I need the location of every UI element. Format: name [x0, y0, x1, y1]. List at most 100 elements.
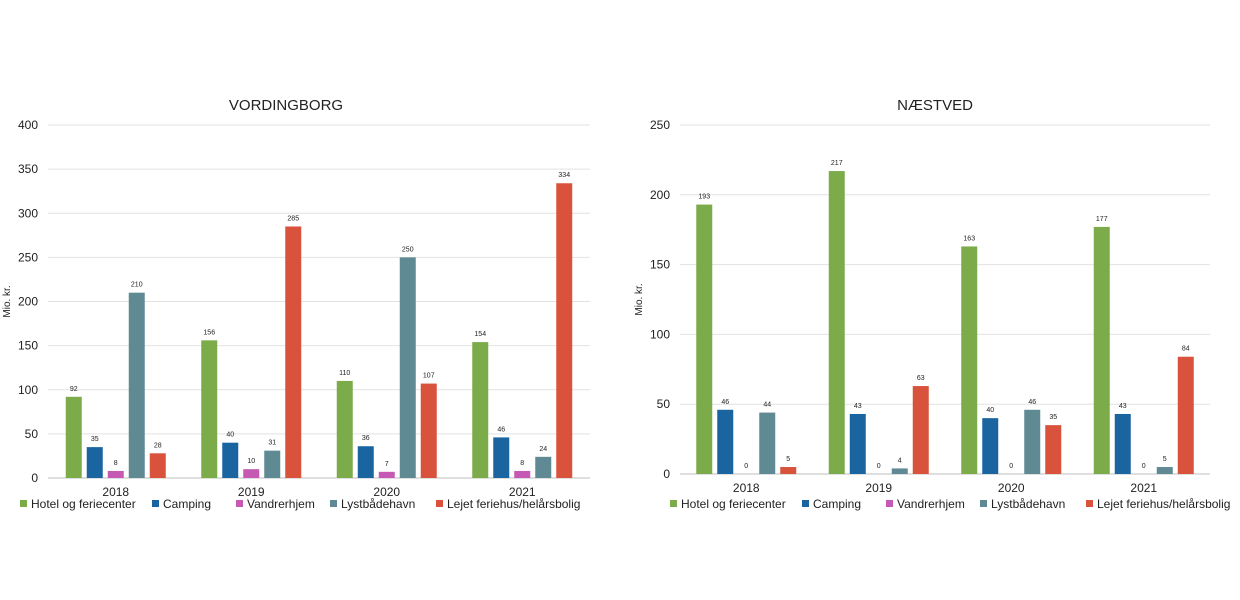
y-axis-label: Mio. kr.	[634, 283, 645, 315]
legend-swatch-lystb-dehavn	[980, 500, 987, 507]
data-label: 217	[831, 160, 843, 167]
legend-label: Lystbådehavn	[991, 497, 1065, 511]
bar-lejet-feriehus-hel-rsbolig	[420, 383, 437, 478]
bar-vandrerhjem	[514, 470, 531, 478]
data-label: 7	[385, 461, 389, 468]
bar-lejet-feriehus-hel-rsbolig	[1045, 425, 1062, 474]
vordingborg-chart: VORDINGBORG Mio. kr. 0 50 100 150 200 250 300 350…	[2, 97, 590, 511]
data-label: 154	[474, 331, 486, 338]
data-label: 0	[1142, 463, 1146, 470]
data-label: 110	[339, 370, 350, 377]
data-label: 156	[203, 329, 215, 336]
bar-lystb-dehavn	[535, 456, 552, 478]
data-label: 334	[558, 172, 570, 179]
legend-swatch-hotel-og-feriecenter	[670, 500, 677, 507]
legend-label: Vandrerhjem	[247, 497, 315, 511]
y-tick-label: 150	[18, 339, 38, 353]
bar-hotel-og-feriecenter	[201, 340, 218, 478]
bar-lejet-feriehus-hel-rsbolig	[149, 453, 166, 478]
bar-camping	[493, 437, 510, 478]
y-tick-label: 200	[650, 188, 670, 202]
legend-swatch-camping	[802, 500, 809, 507]
legend-swatch-camping	[152, 500, 159, 507]
data-label: 0	[877, 463, 881, 470]
y-tick-label: 100	[18, 383, 38, 397]
bar-lejet-feriehus-hel-rsbolig	[556, 183, 573, 478]
x-tick-label: 2019	[238, 485, 265, 499]
data-label: 43	[854, 403, 862, 410]
data-label: 4	[898, 457, 902, 464]
legend-label: Hotel og feriecenter	[681, 497, 786, 511]
data-label: 163	[963, 235, 975, 242]
data-label: 193	[698, 194, 710, 201]
bar-lejet-feriehus-hel-rsbolig	[912, 386, 929, 474]
data-label: 44	[763, 402, 771, 409]
data-label: 107	[423, 373, 435, 380]
bar-camping	[982, 418, 999, 474]
legend-swatch-hotel-og-feriecenter	[20, 500, 27, 507]
bar-camping	[357, 446, 374, 478]
legend-swatch-lystb-dehavn	[330, 500, 337, 507]
x-tick-label: 2018	[733, 481, 760, 495]
legend-swatch-vandrerhjem	[236, 500, 243, 507]
data-label: 46	[721, 399, 729, 406]
y-axis-label: Mio. kr.	[2, 285, 13, 317]
x-tick-label: 2018	[102, 485, 129, 499]
y-tick-label: 50	[657, 397, 671, 411]
data-label: 210	[131, 282, 143, 289]
y-tick-label: 250	[650, 118, 670, 132]
data-label: 5	[1163, 456, 1167, 463]
bar-lejet-feriehus-hel-rsbolig	[285, 226, 302, 478]
y-tick-label: 150	[650, 258, 670, 272]
bar-lystb-dehavn	[399, 257, 416, 478]
data-label: 0	[1009, 463, 1013, 470]
x-tick-label: 2021	[509, 485, 536, 499]
data-label: 8	[520, 460, 524, 467]
legend-label: Lystbådehavn	[341, 497, 415, 511]
y-tick-label: 0	[663, 467, 670, 481]
data-label: 46	[497, 426, 505, 433]
y-tick-label: 50	[25, 427, 39, 441]
data-label: 285	[287, 215, 299, 222]
data-label: 177	[1096, 216, 1108, 223]
legend-label: Vandrerhjem	[897, 497, 965, 511]
bar-camping	[849, 413, 866, 474]
y-tick-label: 0	[31, 471, 38, 485]
bar-camping	[222, 442, 239, 478]
bar-hotel-og-feriecenter	[961, 246, 978, 474]
bar-lejet-feriehus-hel-rsbolig	[1177, 356, 1194, 474]
data-label: 40	[226, 432, 234, 439]
bar-vandrerhjem	[378, 471, 395, 478]
x-tick-label: 2020	[373, 485, 400, 499]
bar-hotel-og-feriecenter	[336, 380, 353, 478]
bar-lejet-feriehus-hel-rsbolig	[780, 467, 797, 474]
chart-title: NÆSTVED	[897, 97, 973, 114]
data-label: 35	[91, 436, 99, 443]
data-label: 8	[114, 460, 118, 467]
bar-camping	[1114, 413, 1131, 474]
legend-label: Camping	[163, 497, 211, 511]
legend-label: Lejet feriehus/helårsbolig	[447, 497, 580, 511]
data-label: 31	[268, 440, 276, 447]
bar-lystb-dehavn	[1156, 467, 1173, 474]
data-label: 36	[362, 435, 370, 442]
y-tick-label: 350	[18, 162, 38, 176]
y-tick-label: 250	[18, 250, 38, 264]
bar-hotel-og-feriecenter	[472, 342, 489, 478]
data-label: 28	[154, 442, 162, 449]
data-label: 0	[744, 463, 748, 470]
data-label: 46	[1028, 399, 1036, 406]
y-tick-label: 400	[18, 118, 38, 132]
bar-lystb-dehavn	[891, 468, 908, 474]
data-label: 250	[402, 246, 414, 253]
y-tick-label: 200	[18, 295, 38, 309]
data-label: 63	[917, 375, 925, 382]
legend-label: Lejet feriehus/helårsbolig	[1097, 497, 1230, 511]
bar-camping	[86, 447, 103, 478]
x-tick-label: 2019	[865, 481, 892, 495]
bar-lystb-dehavn	[1024, 409, 1041, 474]
data-label: 92	[70, 386, 78, 393]
bar-vandrerhjem	[243, 469, 260, 478]
